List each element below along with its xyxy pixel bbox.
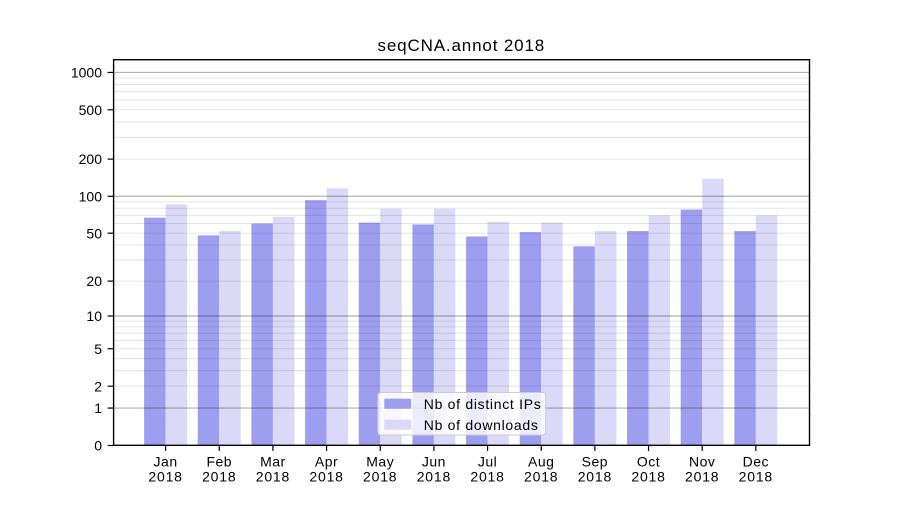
svg-text:1: 1 (94, 400, 102, 416)
svg-text:2018: 2018 (148, 469, 182, 485)
svg-text:Nov: Nov (689, 453, 715, 469)
svg-text:Jul: Jul (478, 453, 497, 469)
svg-text:2018: 2018 (524, 469, 558, 485)
svg-text:Apr: Apr (315, 453, 338, 469)
svg-text:Oct: Oct (637, 453, 660, 469)
svg-text:Nb of distinct IPs: Nb of distinct IPs (424, 396, 542, 412)
svg-text:2018: 2018 (685, 469, 719, 485)
svg-text:50: 50 (86, 225, 102, 241)
svg-text:2018: 2018 (739, 469, 773, 485)
svg-text:2018: 2018 (470, 469, 504, 485)
svg-text:May: May (366, 453, 394, 469)
svg-text:Nb of downloads: Nb of downloads (424, 417, 539, 433)
svg-text:500: 500 (79, 102, 103, 118)
svg-text:0: 0 (94, 438, 102, 454)
svg-text:200: 200 (79, 151, 103, 167)
svg-text:2018: 2018 (363, 469, 397, 485)
svg-text:Dec: Dec (743, 453, 769, 469)
svg-text:2: 2 (94, 378, 102, 394)
svg-text:2018: 2018 (309, 469, 343, 485)
svg-text:1000: 1000 (71, 65, 102, 81)
svg-text:Aug: Aug (528, 453, 554, 469)
svg-text:2018: 2018 (202, 469, 236, 485)
svg-text:Jan: Jan (154, 453, 178, 469)
svg-text:seqCNA.annot 2018: seqCNA.annot 2018 (378, 36, 546, 55)
svg-text:Feb: Feb (206, 453, 232, 469)
svg-text:100: 100 (79, 188, 103, 204)
svg-text:2018: 2018 (578, 469, 612, 485)
svg-text:Jun: Jun (422, 453, 446, 469)
svg-text:2018: 2018 (256, 469, 290, 485)
svg-text:10: 10 (86, 308, 102, 324)
svg-text:2018: 2018 (417, 469, 451, 485)
svg-text:20: 20 (86, 273, 102, 289)
svg-text:5: 5 (94, 341, 102, 357)
svg-text:Mar: Mar (260, 453, 286, 469)
svg-text:2018: 2018 (631, 469, 665, 485)
svg-text:Sep: Sep (582, 453, 608, 469)
